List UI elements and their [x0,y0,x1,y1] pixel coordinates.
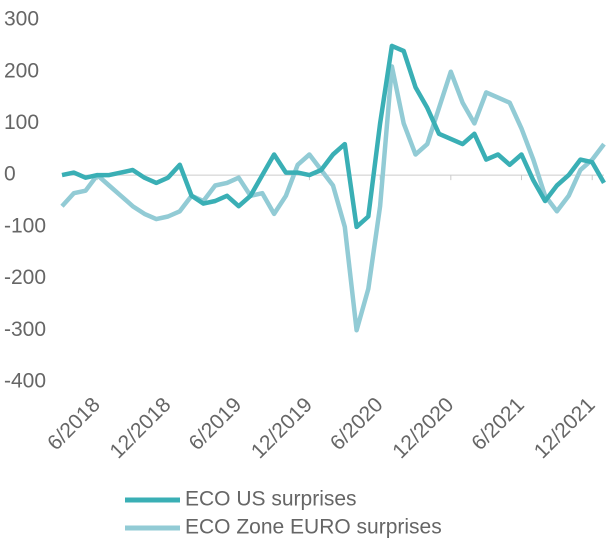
series-line [61,43,606,230]
x-tick-label: 12/2018 [106,393,176,463]
y-tick-label: -400 [4,370,46,393]
x-tick-label: 12/2019 [247,393,317,463]
y-tick-label: -300 [4,318,46,341]
y-tick-label: 200 [4,59,39,82]
y-tick-label: -100 [4,214,46,237]
x-tick-label: 6/2018 [43,393,105,455]
x-tick-label: 6/2020 [326,393,388,455]
y-tick-label: 300 [4,8,39,31]
x-tick-label: 6/2021 [467,393,529,455]
y-tick-label: 0 [4,163,16,186]
legend-label: ECO Zone EURO surprises [185,516,442,539]
x-tick-label: 12/2020 [388,393,458,463]
series-line [60,64,606,333]
y-tick-label: -200 [4,266,46,289]
legend-label: ECO US surprises [185,488,357,511]
x-tick-label: 6/2019 [185,393,247,455]
x-tick-label: 12/2021 [530,393,600,463]
y-tick-label: 100 [4,111,39,134]
